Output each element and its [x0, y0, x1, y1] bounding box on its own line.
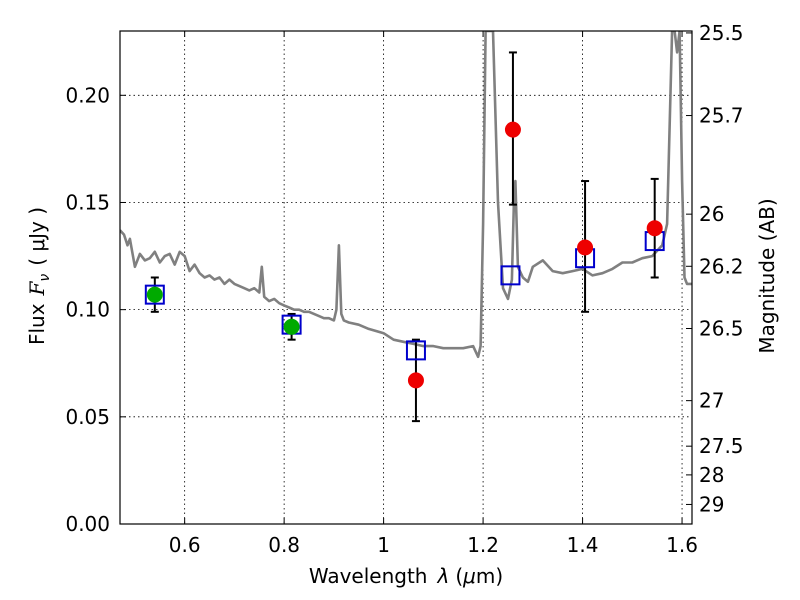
observed-point-red	[407, 372, 424, 389]
x-tick-label: 0.6	[169, 533, 201, 557]
observed-point-green	[146, 286, 163, 303]
axes-frame	[119, 30, 693, 525]
y2-tick-label: 26.2	[699, 254, 744, 278]
y2-tick-label: 29	[699, 492, 724, 516]
y-axis-label: Flux Fν ( μJy )	[25, 207, 53, 345]
y-tick-label: 0.10	[65, 298, 110, 322]
observed-point-red	[646, 220, 663, 237]
model-photometry-square	[500, 265, 521, 286]
y-axis-label-text: Flux	[25, 303, 49, 345]
y2-tick-label: 27	[699, 389, 724, 413]
x-tick-label: 0.8	[268, 533, 300, 557]
y-tick-label: 0.05	[65, 405, 110, 429]
y2-axis-label: Magnitude (AB)	[755, 198, 779, 353]
y2-tick-label: 25.5	[699, 21, 744, 45]
plot-frame	[119, 30, 693, 525]
x-tick-label: 1.6	[666, 533, 698, 557]
observed-point-green	[283, 318, 300, 335]
model-photometry-square	[144, 284, 165, 305]
y-tick-label: 0.20	[65, 83, 110, 107]
x-tick-label: 1	[377, 533, 390, 557]
x-axis-label: Wavelength λ (μm)	[309, 564, 503, 588]
ticks: 0.6 0.8 1 1.2 1.4 1.6 0.00 0.05 0.10 0.15 0.20 25.5…	[65, 21, 743, 557]
y-axis-label-subscript: ν	[37, 274, 53, 282]
y-axis-label-symbol: F	[25, 280, 49, 296]
x-tick-label: 1.4	[567, 533, 599, 557]
x-axis-label-unit-mu: μ	[462, 564, 476, 588]
y2-tick-label: 26	[699, 202, 724, 226]
model-photometry-square	[405, 340, 426, 361]
x-axis-label-symbol: λ	[436, 564, 449, 588]
y-tick-label: 0.00	[65, 512, 110, 536]
y-axis-label-unit: ( μJy )	[25, 207, 49, 266]
grid	[120, 31, 692, 524]
observed-point-red	[504, 121, 521, 138]
y2-tick-label: 26.5	[699, 317, 744, 341]
x-axis-label-text: Wavelength	[309, 564, 428, 588]
x-tick-label: 1.2	[467, 533, 499, 557]
spectrum-line	[120, 31, 692, 359]
observed-point-red	[577, 239, 594, 256]
y2-tick-label: 28	[699, 463, 724, 487]
x-axis-label-unit-open: (	[455, 564, 463, 588]
x-axis-label-unit-rest: m)	[476, 564, 503, 588]
observed-points	[146, 121, 663, 389]
y2-tick-label: 25.7	[699, 104, 744, 128]
spectrum	[120, 31, 692, 359]
y2-tick-label: 27.5	[699, 434, 744, 458]
y-tick-label: 0.15	[65, 190, 110, 214]
